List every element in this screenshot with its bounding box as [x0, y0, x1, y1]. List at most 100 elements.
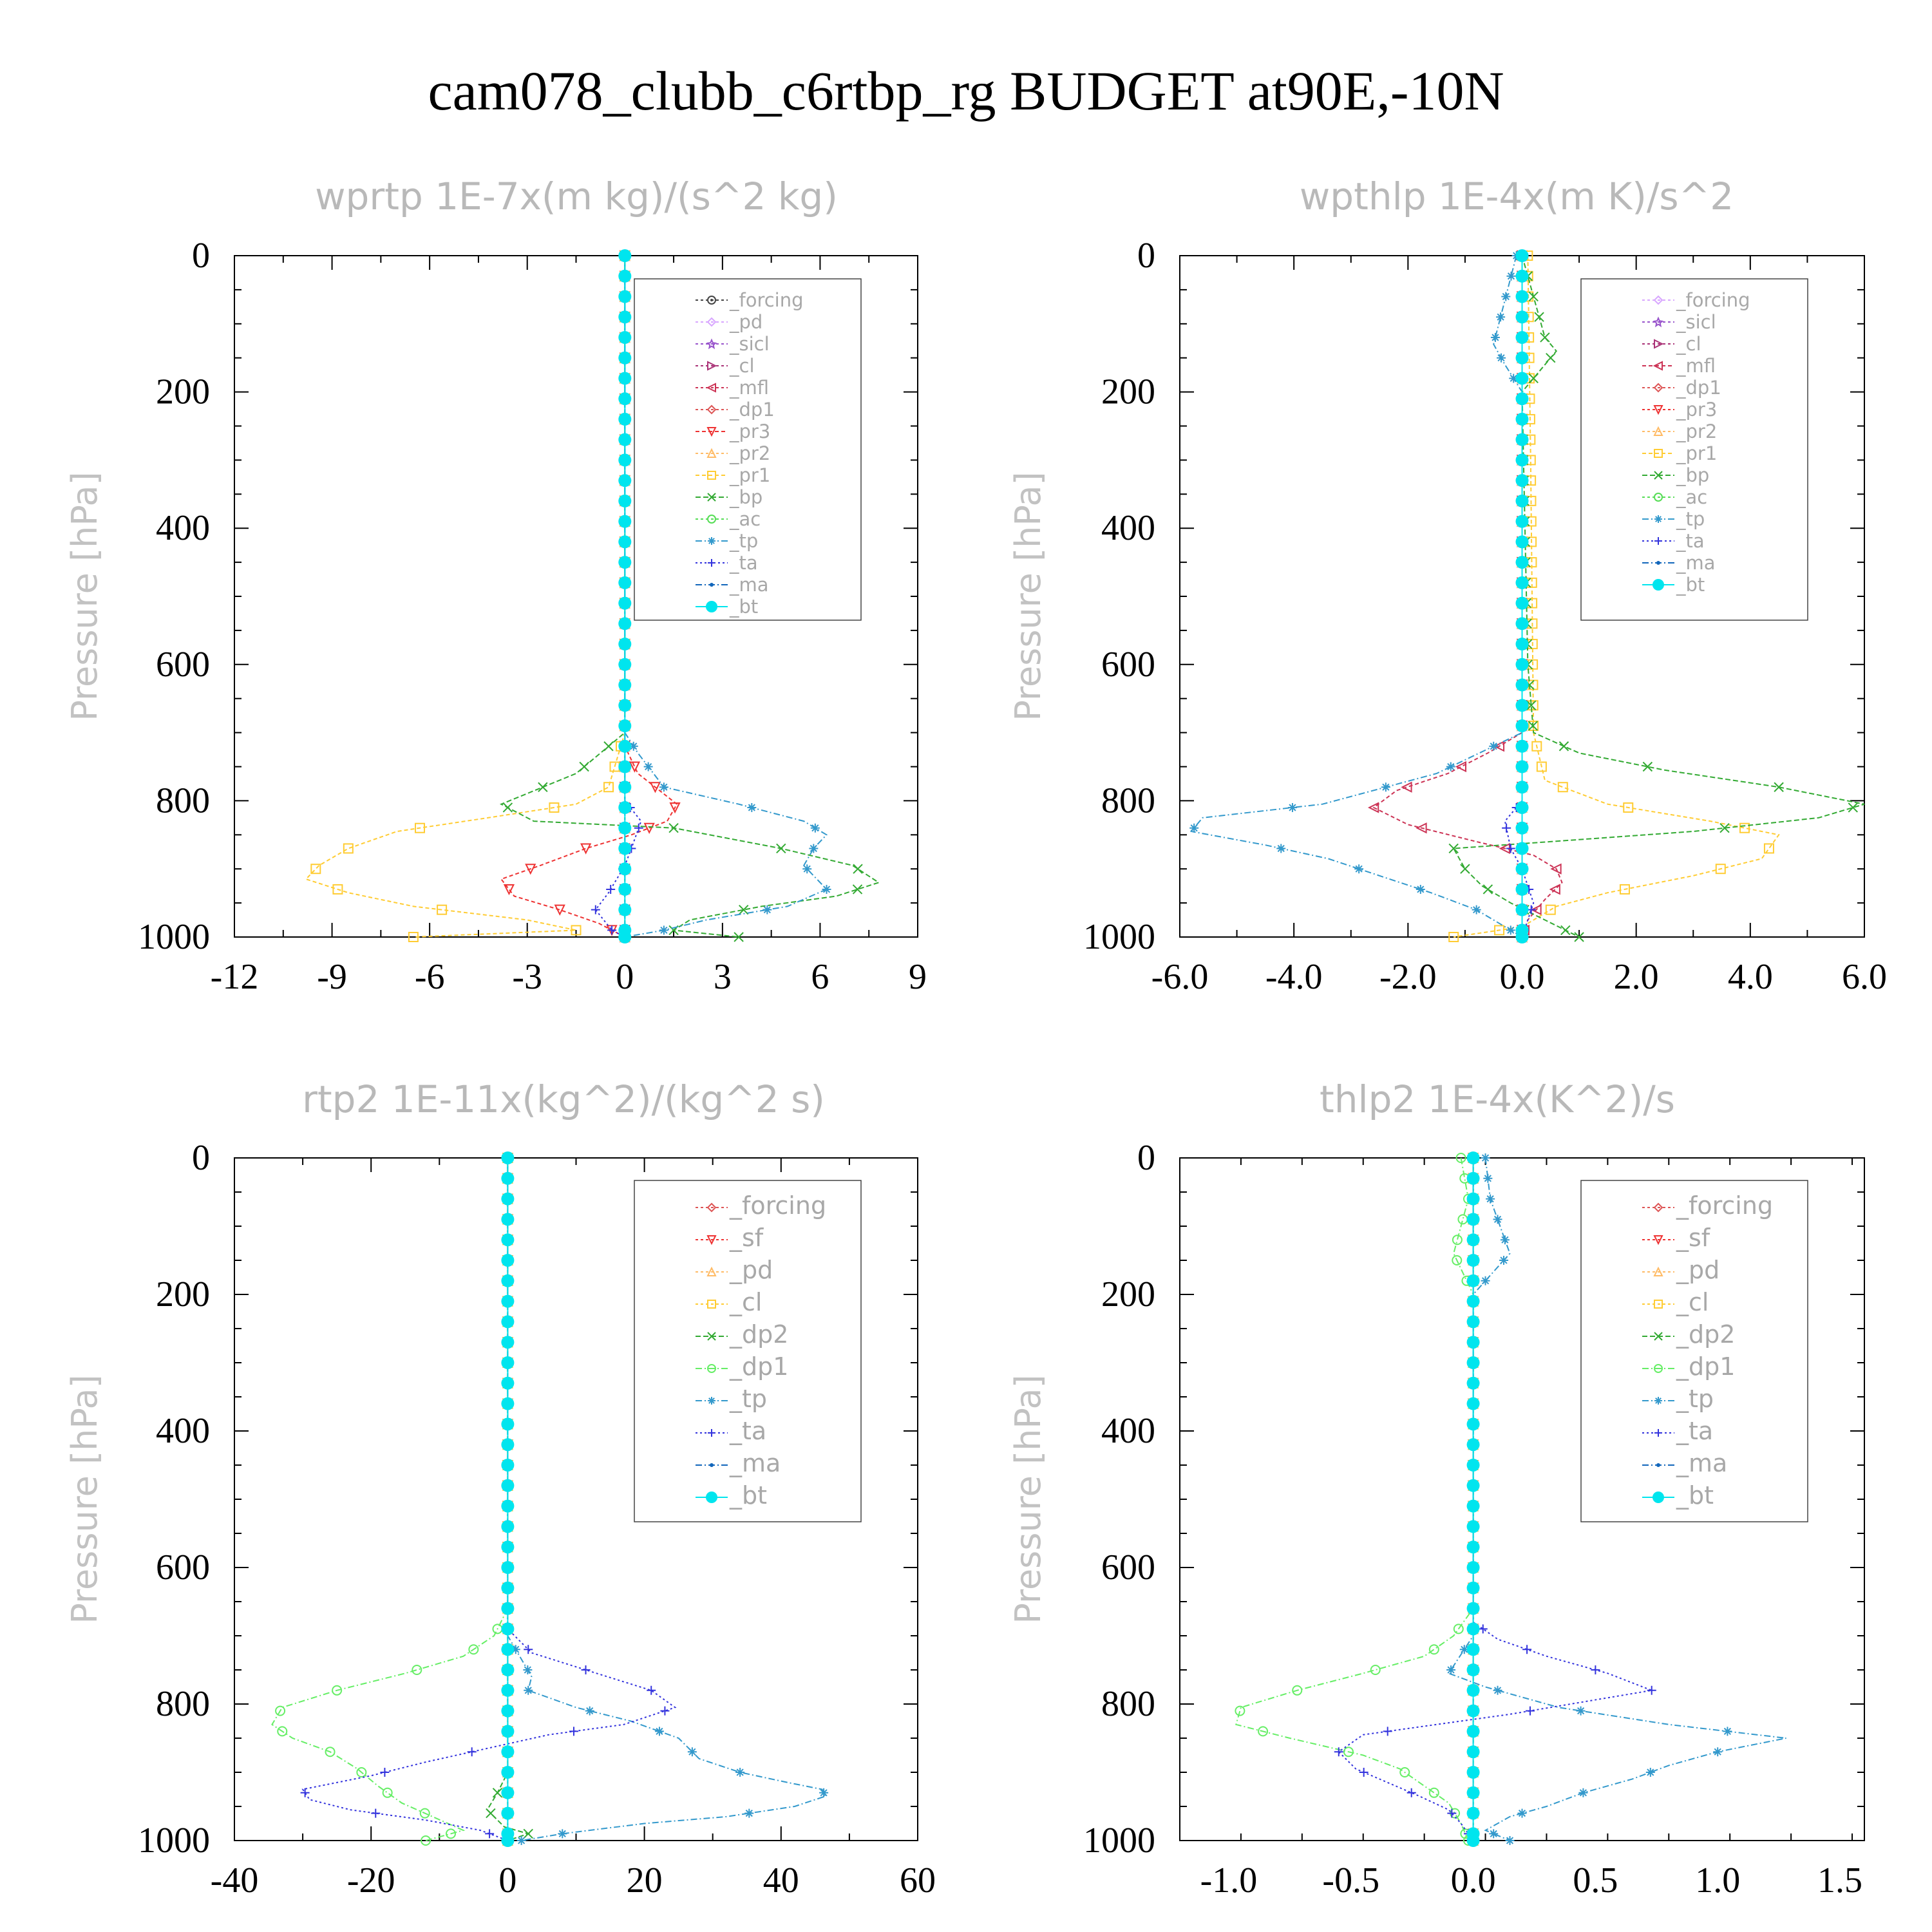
legend-label: _dp1: [729, 1352, 788, 1381]
data-point: [1515, 931, 1529, 943]
data-point: [1466, 1806, 1480, 1820]
figure-title: cam078_clubb_c6rtbp_rg BUDGET at90E,-10N: [428, 60, 1504, 122]
data-point: [591, 905, 600, 914]
data-point: [1489, 1829, 1499, 1839]
data-point: [1466, 1336, 1480, 1349]
data-point: [1466, 1602, 1480, 1615]
legend-label: _pr2: [729, 442, 770, 464]
data-point: [603, 782, 614, 793]
legend-label: _ta: [729, 1417, 766, 1445]
legend-label: _pd: [1676, 1256, 1719, 1284]
data-point: [1466, 1786, 1480, 1799]
data-point: [571, 925, 582, 936]
data-point: [501, 1417, 515, 1431]
data-point: [501, 1274, 515, 1287]
legend-label: _tp: [729, 1385, 767, 1413]
data-point: [1515, 781, 1529, 794]
data-point: [501, 1581, 515, 1595]
data-point: [501, 1192, 515, 1206]
data-point: [669, 802, 681, 814]
data-point: [501, 1745, 515, 1759]
data-point: [1515, 310, 1529, 324]
x-tick-label: 3: [714, 957, 732, 997]
data-point: [1466, 1643, 1480, 1656]
legend-label: _bt: [1676, 1481, 1714, 1510]
data-point: [1493, 1215, 1502, 1224]
data-point: [1506, 271, 1516, 281]
y-tick-label: 800: [1101, 1684, 1155, 1724]
data-point: [1515, 556, 1529, 569]
data-point: [501, 1683, 515, 1697]
data-point: [776, 843, 786, 854]
y-ticks: 0 200 400 600 800 1000: [1083, 236, 1864, 957]
data-point: [1515, 535, 1529, 549]
legend-label: _pd: [729, 1256, 773, 1284]
data-point: [618, 535, 632, 549]
legend-label: _cl: [1676, 1288, 1709, 1316]
data-point: [1500, 1235, 1510, 1245]
y-tick-label: 1000: [1083, 1821, 1155, 1861]
data-point: [1446, 762, 1455, 772]
data-point: [1515, 412, 1529, 426]
legend-entry: _ac: [696, 508, 761, 530]
data-point: [501, 1520, 515, 1533]
legend-entry: _pr1: [696, 464, 770, 486]
data-point: [618, 638, 632, 651]
series-line: [500, 256, 678, 938]
data-point: [1448, 843, 1459, 854]
series-line: [1235, 1157, 1474, 1841]
legend-label: _ta: [1676, 1417, 1713, 1445]
data-point: [1530, 904, 1542, 916]
data-point: [1447, 1808, 1457, 1818]
y-tick-label: 0: [192, 236, 210, 276]
data-point: [618, 903, 632, 916]
data-point: [492, 1788, 503, 1798]
data-point: [356, 1767, 367, 1777]
x-tick-label: 4.0: [1728, 957, 1773, 997]
legend-entry: _dp1: [1642, 377, 1721, 399]
data-point: [419, 1808, 430, 1819]
data-point: [501, 1233, 515, 1247]
y-tick-label: 800: [156, 1684, 210, 1724]
data-point: [1258, 1726, 1269, 1737]
series-bt: [1515, 249, 1529, 943]
legend-entry: _pr3: [696, 421, 770, 442]
y-tick-label: 1000: [138, 1821, 210, 1861]
data-point: [371, 1808, 381, 1818]
data-point: [1466, 1417, 1480, 1431]
series-ta: [300, 1153, 677, 1845]
data-point: [1515, 719, 1529, 733]
legend: _forcing_sicl_cl_mfl_dp1_pr3_pr2_pr1_bp_…: [1580, 278, 1808, 621]
series-group: [1235, 1151, 1786, 1847]
data-point: [822, 884, 831, 894]
data-point: [1515, 882, 1529, 896]
data-point: [1499, 1256, 1509, 1265]
data-point: [1774, 782, 1784, 792]
legend-entry: _bt: [696, 1481, 767, 1510]
data-point: [618, 931, 632, 943]
x-ticks: -12 -9 -6 -3 0 3 6 9: [211, 256, 927, 997]
legend-entry: _dp1: [696, 1352, 788, 1381]
legend-label: _sf: [1676, 1224, 1711, 1252]
data-point: [501, 1397, 515, 1410]
legend-box: [1580, 278, 1808, 621]
legend-entry: _sicl: [1642, 311, 1716, 333]
data-point: [1466, 1704, 1480, 1718]
data-point: [659, 925, 668, 935]
y-tick-label: 600: [1101, 1548, 1155, 1587]
legend-entry: _ta: [1642, 530, 1705, 552]
x-tick-label: 60: [900, 1861, 936, 1900]
data-point: [1466, 1479, 1480, 1492]
data-point: [1739, 822, 1750, 833]
data-point: [607, 925, 617, 935]
data-point: [538, 782, 548, 792]
x-tick-label: -6: [415, 957, 445, 997]
data-point: [1619, 884, 1630, 895]
x-ticks: -40 -20 0 20 40 60: [211, 1158, 936, 1900]
legend-label: _pd: [729, 311, 762, 333]
data-point: [523, 1828, 533, 1839]
data-point: [1457, 1214, 1468, 1225]
legend-label: _pr1: [729, 464, 770, 486]
data-point: [501, 1834, 515, 1847]
